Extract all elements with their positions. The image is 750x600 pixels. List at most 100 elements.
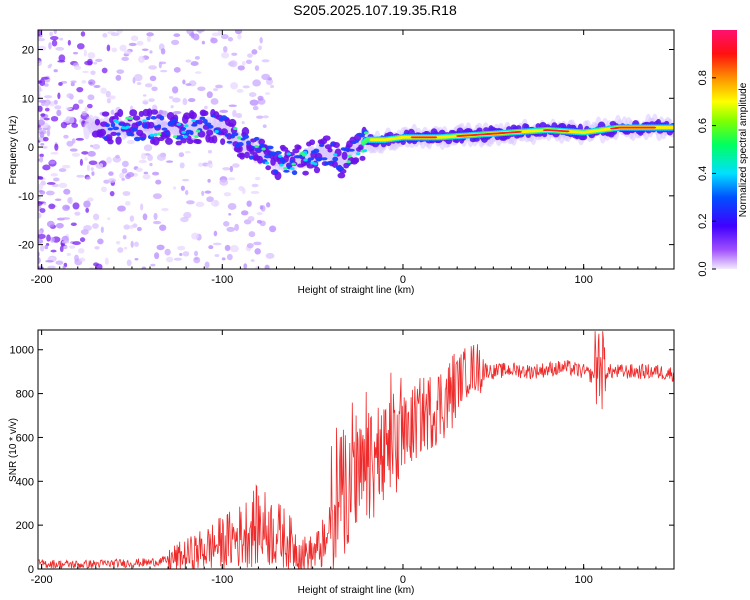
- noise-blob: [165, 160, 174, 163]
- noise-blob: [59, 37, 64, 41]
- ridge-core: [224, 133, 229, 137]
- noise-blob: [210, 37, 218, 44]
- noise-blob: [101, 186, 107, 193]
- noise-blob: [227, 202, 237, 210]
- noise-blob: [50, 36, 59, 41]
- noise-blob: [116, 69, 125, 74]
- noise-blob: [84, 157, 88, 161]
- noise-blob: [180, 216, 189, 223]
- ridge-core: [342, 147, 350, 152]
- ridge-core: [107, 127, 113, 131]
- noise-blob: [90, 144, 94, 148]
- ridge-highlight: [153, 133, 158, 137]
- ridge-highlight: [264, 161, 270, 165]
- ridge-highlight: [214, 129, 219, 133]
- noise-blob: [228, 104, 237, 107]
- noise-blob: [152, 220, 162, 225]
- noise-blob: [38, 264, 44, 268]
- ridge-energy: [359, 155, 366, 161]
- noise-blob: [78, 99, 84, 104]
- noise-blob: [138, 55, 145, 63]
- colorbar-tick-label: 0.0: [697, 261, 709, 276]
- snr-xlabel: Height of straight line (km): [298, 585, 415, 596]
- noise-blob: [146, 32, 154, 37]
- noise-blob: [101, 67, 108, 74]
- noise-blob: [148, 65, 157, 70]
- noise-blob: [50, 173, 58, 177]
- noise-blob: [190, 31, 195, 39]
- noise-blob: [222, 167, 231, 171]
- noise-blob: [221, 257, 226, 261]
- noise-blob: [256, 115, 264, 119]
- noise-blob: [191, 232, 199, 240]
- noise-blob: [211, 32, 220, 37]
- noise-blob: [117, 205, 126, 212]
- noise-blob: [72, 241, 81, 246]
- noise-blob: [229, 165, 234, 173]
- noise-blob: [261, 73, 271, 81]
- snr-ytick-label: 600: [16, 432, 34, 444]
- noise-blob: [38, 176, 44, 180]
- noise-blob: [38, 183, 44, 190]
- noise-blob: [86, 103, 93, 109]
- ridge-core: [291, 170, 298, 176]
- ridge-core: [266, 145, 274, 150]
- colorbar-label: Normalized spectral amplitude: [738, 82, 749, 217]
- noise-blob: [152, 193, 162, 200]
- noise-blob: [76, 174, 85, 178]
- colorbar-tick-label: 0.2: [697, 214, 709, 229]
- spectrogram-xlabel: Height of straight line (km): [298, 285, 415, 296]
- noise-blob: [142, 173, 151, 180]
- noise-blob: [265, 252, 275, 259]
- noise-blob: [182, 79, 186, 85]
- noise-blob: [256, 219, 262, 224]
- noise-blob: [42, 136, 49, 142]
- ridge-energy: [524, 123, 530, 130]
- ridge-core: [146, 116, 151, 121]
- ridge-energy: [197, 130, 206, 138]
- noise-blob: [87, 197, 94, 202]
- noise-blob: [172, 86, 179, 94]
- noise-blob: [234, 223, 239, 231]
- noise-blob: [94, 246, 100, 250]
- snr-xtick-label: 100: [574, 574, 592, 586]
- noise-blob: [224, 244, 231, 252]
- ridge-core: [231, 132, 239, 137]
- noise-blob: [83, 49, 87, 57]
- noise-blob: [38, 37, 46, 42]
- ridge-highlight: [191, 118, 196, 122]
- ridge-highlight: [176, 122, 181, 126]
- noise-blob: [254, 248, 261, 255]
- noise-blob: [178, 152, 185, 158]
- noise-blob: [121, 177, 125, 181]
- noise-blob: [255, 265, 261, 269]
- noise-blob: [61, 164, 71, 169]
- snr-ytick-label: 800: [16, 389, 34, 401]
- ridge-core: [226, 140, 233, 144]
- noise-blob: [40, 142, 45, 146]
- ridge-energy: [206, 129, 214, 136]
- noise-blob: [253, 241, 262, 246]
- noise-blob: [136, 82, 142, 85]
- noise-blob: [126, 259, 132, 267]
- noise-blob: [236, 88, 244, 93]
- ridge-core: [264, 154, 271, 159]
- noise-blob: [259, 205, 264, 210]
- noise-blob: [44, 107, 50, 112]
- ridge-core: [159, 115, 165, 121]
- noise-blob: [140, 203, 144, 211]
- noise-blob: [86, 164, 91, 172]
- noise-blob: [87, 79, 96, 86]
- ridge-core: [150, 116, 158, 120]
- noise-blob: [38, 195, 41, 201]
- spectrogram-xtick-label: -200: [31, 274, 53, 286]
- noise-blob: [210, 199, 220, 207]
- noise-blob: [194, 71, 202, 74]
- noise-blob: [71, 152, 81, 157]
- noise-blob: [184, 150, 191, 154]
- noise-blob: [204, 261, 210, 269]
- noise-blob: [48, 160, 56, 165]
- ridge-core: [210, 114, 217, 118]
- noise-blob: [47, 64, 52, 69]
- noise-blob: [121, 168, 128, 174]
